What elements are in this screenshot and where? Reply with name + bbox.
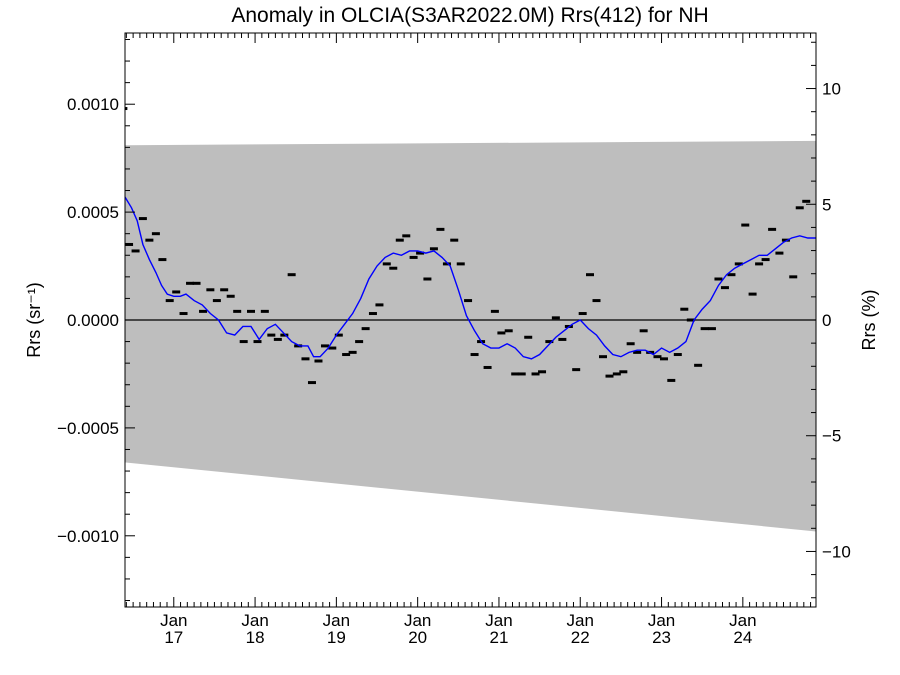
smoothed-line [125, 196, 816, 360]
x-tick-label-year-6: 23 [652, 628, 671, 647]
y-axis-label-left: Rrs (sr⁻¹) [24, 282, 44, 357]
x-tick-label-year-1: 18 [246, 628, 265, 647]
x-tick-label-month-2: Jan [323, 611, 350, 630]
x-tick-label-month-3: Jan [404, 611, 431, 630]
x-tick-label-month-5: Jan [567, 611, 594, 630]
x-tick-label-year-7: 24 [733, 628, 752, 647]
y-right-tick-label-3: −5 [822, 427, 841, 446]
y-axis-label-right: Rrs (%) [859, 290, 879, 351]
x-tick-label-year-2: 19 [327, 628, 346, 647]
y-left-tick-label-1: 0.0005 [67, 203, 119, 222]
chart-title: Anomaly in OLCIA(S3AR2022.0M) Rrs(412) f… [231, 4, 708, 27]
x-tick-label-year-5: 22 [571, 628, 590, 647]
y-right-tick-label-4: −10 [822, 542, 851, 561]
x-tick-label-year-0: 17 [164, 628, 183, 647]
x-tick-label-year-3: 20 [408, 628, 427, 647]
x-tick-label-month-6: Jan [648, 611, 675, 630]
x-tick-label-month-7: Jan [729, 611, 756, 630]
x-tick-label-year-4: 21 [489, 628, 508, 647]
y-right-tick-label-1: 5 [822, 195, 831, 214]
x-tick-label-month-4: Jan [485, 611, 512, 630]
y-left-tick-label-2: 0.0000 [67, 311, 119, 330]
uncertainty-band [125, 140, 816, 532]
y-right-tick-label-0: 10 [822, 80, 841, 99]
y-left-tick-label-0: 0.0010 [67, 95, 119, 114]
x-tick-label-month-0: Jan [160, 611, 187, 630]
x-tick-label-month-1: Jan [241, 611, 268, 630]
y-right-tick-label-2: 0 [822, 311, 831, 330]
plot-inner [125, 107, 816, 532]
y-left-tick-label-3: −0.0005 [57, 419, 119, 438]
plot-area: 0.0010 0.0005 0.0000 −0.0005 −0.0010 10 5 0 −5 −1… [57, 32, 851, 647]
y-left-tick-label-4: −0.0010 [57, 527, 119, 546]
